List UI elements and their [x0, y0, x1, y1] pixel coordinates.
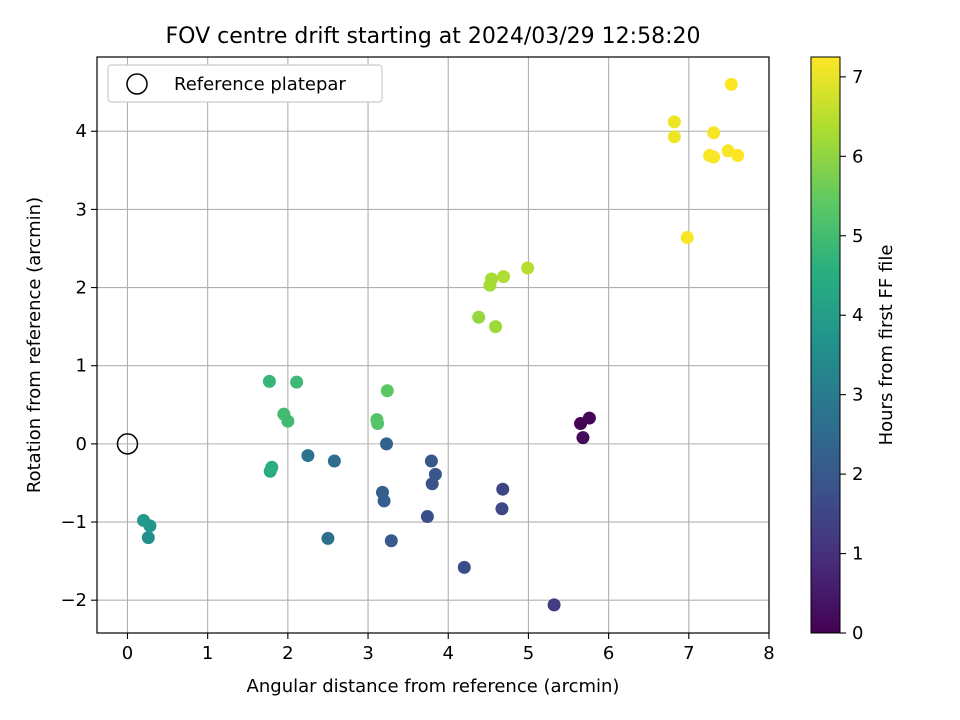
- data-point: [497, 270, 511, 284]
- legend-marker-open-circle: [126, 73, 148, 95]
- colorbar-tick-label: 0: [852, 623, 863, 644]
- colorbar-tick-label: 5: [852, 226, 863, 247]
- y-tick-label: 1: [76, 356, 87, 377]
- data-point: [721, 144, 735, 158]
- data-point: [290, 375, 304, 389]
- data-point: [301, 449, 315, 463]
- data-point: [375, 485, 389, 499]
- data-point: [547, 598, 561, 612]
- data-point: [680, 231, 694, 245]
- plot-frame: [96, 56, 770, 634]
- colorbar-tick-label: 3: [852, 385, 863, 406]
- x-tick-label: 4: [443, 643, 454, 664]
- y-tick-label: −1: [60, 512, 87, 533]
- data-point: [141, 531, 155, 545]
- data-point: [262, 374, 276, 388]
- y-tick-label: 4: [76, 121, 87, 142]
- data-point: [281, 414, 295, 428]
- data-point: [379, 437, 393, 451]
- colorbar-label: Hours from first FF file: [876, 245, 897, 446]
- data-point: [321, 531, 335, 545]
- colorbar-tick-label: 6: [852, 146, 863, 167]
- data-point: [707, 126, 721, 140]
- data-point: [582, 411, 596, 425]
- data-point: [707, 150, 721, 164]
- x-tick-label: 3: [362, 643, 373, 664]
- x-tick-label: 0: [122, 643, 133, 664]
- grid: [97, 57, 770, 633]
- x-tick-label: 8: [763, 643, 774, 664]
- data-point: [327, 454, 341, 468]
- data-point: [137, 513, 151, 527]
- colorbar-tick-label: 7: [852, 67, 863, 88]
- reference-platepar-point: [116, 433, 139, 455]
- x-axis-label: Angular distance from reference (arcmin): [247, 676, 620, 697]
- data-point: [485, 272, 499, 286]
- data-point: [495, 502, 509, 516]
- y-tick-label: 0: [76, 434, 87, 455]
- data-point: [420, 510, 434, 524]
- colorbar-tick-label: 1: [852, 544, 863, 565]
- data-point: [424, 454, 438, 468]
- chart-title: FOV centre drift starting at 2024/03/29 …: [166, 24, 701, 49]
- y-tick-label: −2: [60, 590, 87, 611]
- reference-marker: [116, 433, 139, 455]
- data-point: [380, 384, 394, 398]
- data-point: [428, 467, 442, 481]
- legend-box: [107, 64, 383, 103]
- colorbar-tick-label: 4: [852, 305, 863, 326]
- data-point: [265, 460, 279, 474]
- data-point: [667, 130, 681, 144]
- x-tick-label: 7: [683, 643, 694, 664]
- data-point: [667, 115, 681, 129]
- x-tick-label: 6: [603, 643, 614, 664]
- data-point: [731, 148, 745, 162]
- colorbar: 0 1 2 3 4 5 6 7 Hours from first FF file: [810, 56, 897, 644]
- scatter-points: [137, 77, 745, 612]
- legend: Reference platepar: [107, 64, 383, 103]
- colorbar-gradient: [810, 56, 841, 634]
- data-point: [371, 417, 385, 431]
- y-axis-label: Rotation from reference (arcmin): [24, 197, 45, 493]
- y-axis-ticks: −2 −1 0 1 2 3 4: [60, 121, 97, 611]
- data-point: [457, 560, 471, 574]
- y-tick-label: 3: [76, 199, 87, 220]
- x-tick-label: 1: [202, 643, 213, 664]
- x-tick-label: 5: [523, 643, 534, 664]
- legend-label: Reference platepar: [174, 74, 346, 95]
- data-point: [496, 482, 510, 496]
- colorbar-ticks: 0 1 2 3 4 5 6 7: [840, 67, 863, 644]
- data-point: [521, 261, 535, 275]
- data-point: [472, 310, 486, 324]
- y-tick-label: 2: [76, 278, 87, 299]
- data-point: [724, 77, 738, 91]
- colorbar-tick-label: 2: [852, 464, 863, 485]
- data-point: [576, 431, 590, 445]
- x-tick-label: 2: [282, 643, 293, 664]
- x-axis-ticks: 0 1 2 3 4 5 6 7 8: [122, 633, 775, 664]
- data-point: [384, 534, 398, 548]
- data-point: [489, 320, 503, 334]
